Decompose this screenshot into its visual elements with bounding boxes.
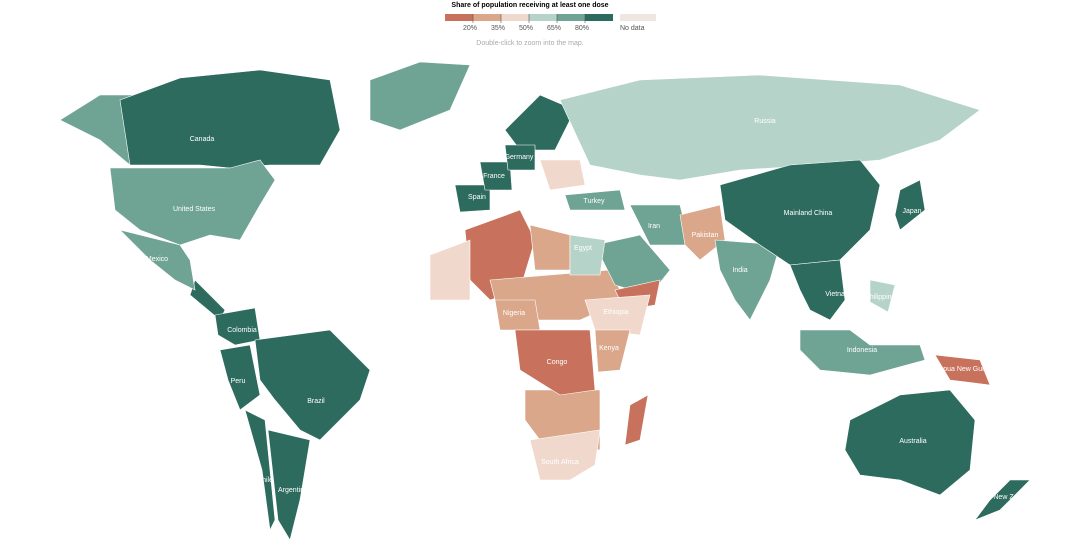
country-label: Pakistan	[692, 232, 719, 239]
country-label: South Africa	[541, 459, 579, 466]
country-label: Iran	[648, 223, 660, 230]
country[interactable]	[869, 279, 896, 313]
country-label: Mainland China	[784, 210, 833, 217]
country[interactable]	[569, 234, 606, 276]
country[interactable]	[214, 307, 261, 346]
country-label: Colombia	[227, 327, 257, 334]
legend-tick-label: 65%	[547, 25, 561, 32]
country[interactable]	[219, 344, 261, 411]
country[interactable]	[504, 144, 536, 171]
country-label: Russia	[754, 118, 776, 125]
legend-tick-label: 35%	[491, 25, 505, 32]
country[interactable]	[789, 259, 846, 321]
legend-swatch	[473, 14, 501, 21]
legend-swatch	[557, 14, 585, 21]
country[interactable]	[119, 229, 196, 291]
country[interactable]	[564, 189, 626, 211]
country[interactable]	[514, 329, 596, 396]
legend-no-data-swatch	[620, 14, 656, 21]
country-label: Vietnam	[825, 291, 851, 298]
legend-tick-label: 20%	[463, 25, 477, 32]
country-label: Canada	[190, 136, 215, 143]
legend: Share of population receiving at least o…	[445, 2, 656, 47]
country-label: Kenya	[599, 345, 619, 352]
country-label: Germany	[505, 154, 534, 161]
country[interactable]	[109, 159, 276, 246]
country-label: Peru	[231, 378, 246, 385]
country-label: Congo	[547, 359, 568, 366]
country[interactable]	[244, 409, 276, 532]
country-label: France	[483, 173, 505, 180]
country-label: Chile	[257, 477, 273, 484]
country-label: Egypt	[574, 245, 592, 252]
country-label: Australia	[899, 438, 926, 445]
country-label: Philippines	[865, 294, 899, 301]
legend-tick-label: 50%	[519, 25, 533, 32]
country[interactable]	[934, 354, 991, 386]
country-label: Japan	[902, 208, 921, 215]
hint: Double-click to zoom into the map.	[476, 40, 583, 47]
country-label: New Zealand	[993, 494, 1034, 501]
country-label: Turkey	[583, 198, 605, 205]
country[interactable]	[529, 429, 601, 481]
country-label: India	[732, 267, 747, 274]
country-label: Ethiopia	[603, 309, 628, 316]
country[interactable]	[559, 74, 981, 181]
country-label: Brazil	[307, 398, 325, 405]
country[interactable]	[454, 184, 491, 213]
country-label: Nigeria	[503, 310, 525, 317]
country[interactable]	[844, 389, 976, 496]
country-label: Spain	[468, 194, 486, 201]
country[interactable]	[584, 294, 651, 336]
country[interactable]	[119, 69, 341, 169]
country[interactable]	[254, 329, 371, 441]
legend-tick-label: 80%	[575, 25, 589, 32]
legend-swatch	[501, 14, 529, 21]
legend-swatch	[529, 14, 557, 21]
legend-swatch	[445, 14, 473, 21]
country[interactable]	[719, 159, 881, 266]
country[interactable]	[974, 479, 1031, 521]
country[interactable]	[594, 329, 631, 373]
country[interactable]	[479, 161, 513, 191]
country-label: United States	[173, 206, 216, 213]
country-label: Mexico	[146, 256, 168, 263]
legend-swatch	[585, 14, 613, 21]
country[interactable]	[799, 329, 926, 376]
legend-no-data-label: No data	[620, 25, 645, 32]
country[interactable]	[679, 204, 726, 261]
country-label: Papua New Guinea	[935, 366, 996, 373]
country[interactable]	[894, 179, 926, 231]
legend-title: Share of population receiving at least o…	[451, 2, 608, 9]
country-label: Indonesia	[847, 347, 877, 354]
country[interactable]	[267, 429, 311, 541]
country-label: Argentina	[278, 487, 308, 494]
